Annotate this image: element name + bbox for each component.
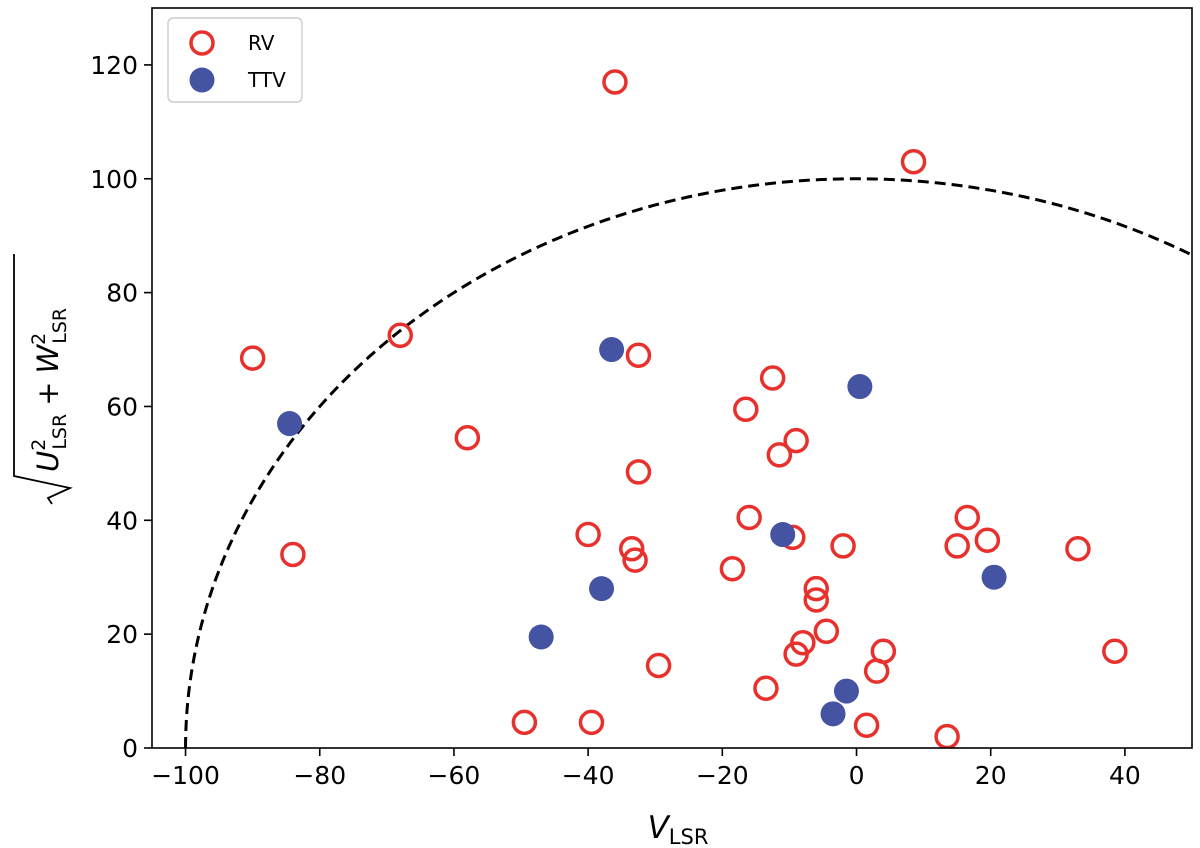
ttv-data-point bbox=[833, 678, 859, 704]
rv-data-point bbox=[454, 425, 481, 451]
rv-data-point bbox=[803, 587, 830, 613]
ttv-data-point bbox=[770, 522, 796, 548]
rv-data-point bbox=[719, 555, 746, 582]
reference-circle-curve bbox=[184, 177, 1192, 748]
rv-data-point bbox=[813, 618, 840, 645]
legend: RV TTV bbox=[167, 17, 303, 103]
rv-data-point bbox=[280, 541, 306, 568]
data-points-layer bbox=[239, 69, 1128, 748]
rv-data-point bbox=[625, 459, 652, 485]
svg-text:U2LSR+W2LSR: U2LSR+W2LSR bbox=[28, 308, 71, 472]
rv-data-point bbox=[1065, 536, 1091, 562]
legend-ttv-label: TTV bbox=[247, 68, 286, 92]
y-axis-ticks: 0 20 40 60 80 100 120 bbox=[90, 51, 152, 763]
ttv-data-point bbox=[277, 411, 303, 437]
rv-data-point bbox=[759, 365, 786, 391]
y-tick-label: 60 bbox=[106, 392, 138, 421]
ttv-data-point bbox=[589, 576, 615, 602]
y-tick-label: 80 bbox=[106, 279, 138, 308]
rv-data-point bbox=[863, 658, 890, 684]
rv-data-point bbox=[974, 527, 1001, 553]
ttv-data-point bbox=[820, 701, 846, 727]
plot-frame bbox=[151, 7, 1193, 749]
y-tick-label: 120 bbox=[90, 51, 138, 80]
x-tick-label: −100 bbox=[151, 761, 220, 790]
rv-data-point bbox=[753, 675, 779, 701]
rv-data-point bbox=[239, 345, 266, 371]
y-tick-label: 20 bbox=[106, 620, 138, 649]
ttv-data-point bbox=[847, 374, 873, 400]
rv-data-point bbox=[733, 396, 759, 423]
rv-data-point bbox=[783, 427, 809, 454]
legend-rv-marker bbox=[189, 30, 215, 56]
rv-data-point bbox=[618, 536, 645, 562]
rv-data-point bbox=[387, 322, 414, 349]
rv-data-point bbox=[783, 641, 809, 667]
rv-data-point bbox=[934, 723, 960, 748]
rv-data-point bbox=[578, 709, 605, 736]
x-axis-ticks: −100 −80 −60 −40 −20 0 20 40 bbox=[151, 748, 1141, 790]
ttv-data-point bbox=[981, 564, 1007, 590]
y-tick-label: 0 bbox=[122, 734, 138, 763]
rv-data-point bbox=[944, 533, 970, 559]
y-axis-label: U2LSR+W2LSR bbox=[13, 254, 73, 505]
rv-data-point bbox=[1102, 638, 1128, 664]
rv-data-point bbox=[736, 504, 762, 531]
rv-data-point bbox=[900, 148, 927, 175]
legend-rv-label: RV bbox=[248, 31, 275, 55]
y-tick-label: 40 bbox=[106, 506, 138, 535]
rv-data-point bbox=[575, 521, 601, 548]
x-tick-label: 40 bbox=[1109, 761, 1141, 790]
rv-data-point bbox=[602, 69, 628, 95]
x-tick-label: 0 bbox=[849, 761, 865, 790]
rv-data-point bbox=[766, 442, 793, 468]
rv-data-point bbox=[803, 575, 830, 602]
rv-data-point bbox=[853, 712, 880, 738]
x-axis-label: VLSR bbox=[648, 810, 709, 848]
rv-data-point bbox=[622, 547, 648, 573]
rv-data-point bbox=[645, 652, 672, 679]
rv-data-point bbox=[511, 709, 538, 736]
legend-ttv-marker bbox=[189, 67, 215, 93]
y-tick-label: 100 bbox=[90, 165, 138, 194]
x-tick-label: −60 bbox=[428, 761, 481, 790]
x-tick-label: 20 bbox=[975, 761, 1007, 790]
rv-data-point bbox=[830, 533, 856, 559]
ttv-data-point bbox=[528, 624, 554, 650]
x-tick-label: −40 bbox=[562, 761, 615, 790]
x-tick-label: −20 bbox=[696, 761, 749, 790]
ttv-data-point bbox=[599, 337, 625, 363]
sqrt-sign-icon bbox=[13, 254, 73, 505]
rv-data-point bbox=[954, 504, 980, 531]
reference-curve-layer bbox=[184, 177, 1192, 748]
rv-data-point bbox=[625, 342, 652, 368]
x-tick-label: −80 bbox=[293, 761, 346, 790]
